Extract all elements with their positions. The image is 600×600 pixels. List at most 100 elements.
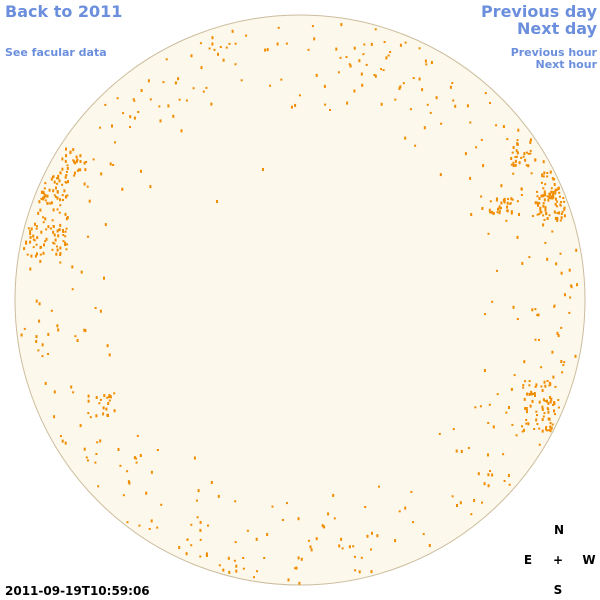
facula (177, 77, 180, 81)
facula (50, 227, 52, 230)
facula (280, 78, 283, 81)
facula (87, 394, 90, 398)
facula (294, 567, 297, 570)
facula (47, 353, 49, 355)
facula (354, 569, 357, 572)
facula (234, 63, 237, 66)
facula (387, 54, 390, 57)
facula (106, 396, 109, 399)
facula (86, 185, 89, 188)
facula (544, 399, 547, 402)
facula (421, 88, 424, 92)
back-link[interactable]: Back to 2011 (5, 2, 122, 21)
facula (65, 174, 68, 176)
facula (525, 422, 528, 425)
previous-day-link[interactable]: Previous day (481, 2, 598, 21)
facula (43, 195, 46, 199)
facula (235, 564, 238, 568)
facula (399, 85, 402, 89)
facula (228, 42, 231, 45)
facula (551, 350, 554, 354)
facula (218, 564, 221, 567)
facula (570, 285, 573, 289)
facula (245, 34, 248, 37)
facula (455, 449, 458, 453)
facula (521, 425, 523, 428)
facula (59, 261, 62, 264)
facula (556, 200, 559, 203)
facula (538, 197, 541, 200)
facula (77, 168, 80, 171)
next-day-link[interactable]: Next day (517, 19, 598, 38)
facula (529, 404, 532, 408)
facula (554, 192, 557, 195)
facula (205, 86, 208, 89)
facula (470, 513, 473, 516)
facula (487, 422, 490, 424)
facula (321, 524, 324, 528)
facula (371, 531, 373, 535)
facula (560, 326, 563, 329)
facula (85, 161, 88, 163)
facula (549, 425, 552, 429)
facular-link[interactable]: See facular data (5, 46, 107, 59)
next-hour-link[interactable]: Next hour (536, 58, 598, 71)
facula (399, 43, 402, 47)
facula (512, 305, 515, 309)
facula (174, 81, 177, 85)
facula (165, 58, 168, 61)
facula (568, 311, 571, 314)
facula (41, 355, 44, 358)
facula (286, 502, 288, 505)
facula (542, 202, 545, 205)
facula (549, 170, 552, 174)
facula (549, 429, 552, 433)
facula (298, 94, 301, 97)
previous-hour-link[interactable]: Previous hour (511, 46, 598, 59)
facula (47, 225, 50, 229)
facula (521, 430, 524, 433)
facula (210, 481, 213, 484)
facula (135, 457, 138, 460)
facula (502, 453, 505, 456)
facula (294, 103, 297, 107)
facula (42, 191, 45, 195)
facula (538, 213, 541, 215)
facula (534, 385, 537, 388)
facula (133, 456, 136, 460)
facula (522, 384, 525, 387)
facula (49, 202, 51, 205)
facula (514, 159, 517, 163)
facula (190, 544, 193, 547)
facula (107, 402, 110, 405)
facula (263, 557, 266, 559)
facula (549, 396, 552, 399)
facula (552, 403, 554, 406)
facula (38, 319, 41, 323)
facula (156, 449, 159, 451)
facula (99, 398, 102, 401)
facula (498, 210, 501, 213)
facula (102, 406, 105, 410)
facula (47, 332, 50, 336)
facula (560, 213, 563, 215)
facula (560, 216, 563, 220)
facula (106, 413, 109, 417)
facula (76, 339, 79, 342)
facula (26, 253, 29, 256)
facula (545, 212, 548, 216)
facula (553, 178, 556, 181)
facula (116, 97, 119, 100)
facula (57, 234, 60, 238)
facula (546, 217, 549, 220)
facula (383, 41, 386, 43)
facula (528, 392, 531, 396)
facula (55, 195, 57, 198)
facula (546, 407, 549, 410)
facula (522, 155, 525, 158)
facula (79, 160, 82, 163)
facula (52, 225, 55, 227)
facula (133, 116, 136, 120)
facula (548, 429, 551, 432)
facula (186, 538, 189, 541)
